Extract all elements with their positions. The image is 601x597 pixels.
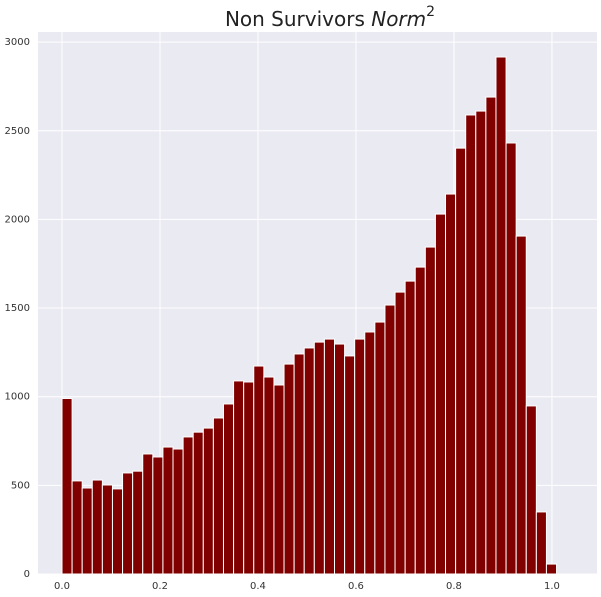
x-tick-label: 0.2 xyxy=(152,581,168,592)
y-tick-label: 1500 xyxy=(5,303,30,314)
y-tick-label: 2500 xyxy=(5,126,30,137)
bar xyxy=(485,96,497,575)
bar xyxy=(404,280,416,575)
x-tick-label: 1.0 xyxy=(544,581,560,592)
bar xyxy=(354,338,366,575)
y-tick-label: 500 xyxy=(11,480,30,491)
bar xyxy=(374,321,386,575)
bar xyxy=(445,193,457,575)
bar xyxy=(273,384,285,575)
bar xyxy=(394,291,406,575)
bars xyxy=(61,56,558,575)
bar xyxy=(465,114,477,575)
bar xyxy=(434,213,447,575)
bar xyxy=(455,147,467,575)
bar xyxy=(152,456,164,575)
bar xyxy=(323,338,336,575)
x-tick-label: 0.4 xyxy=(250,581,266,592)
bar xyxy=(303,347,315,575)
y-tick-label: 0 xyxy=(24,569,30,580)
bar xyxy=(535,511,547,575)
bar xyxy=(122,472,134,575)
bar xyxy=(172,448,184,575)
bar xyxy=(243,381,255,575)
bar xyxy=(71,480,83,575)
bar xyxy=(475,110,487,575)
bar xyxy=(505,142,517,575)
bar xyxy=(384,304,396,575)
bar xyxy=(162,446,174,575)
bar xyxy=(334,343,346,575)
bar xyxy=(293,353,305,575)
chart-title: Non Survivors Norm2 xyxy=(225,4,435,31)
y-tick-label: 3000 xyxy=(5,37,30,48)
x-tick-label: 0.0 xyxy=(54,581,70,592)
y-tick-label: 2000 xyxy=(5,214,30,225)
title-math: Norm xyxy=(371,7,426,31)
bar xyxy=(202,427,214,575)
bar xyxy=(263,376,275,575)
title-text: Non Survivors xyxy=(225,7,365,31)
bar xyxy=(495,56,507,575)
bar xyxy=(545,563,558,575)
bar xyxy=(212,417,224,575)
bar xyxy=(142,453,154,575)
bar xyxy=(91,479,103,575)
bar xyxy=(182,436,194,575)
bar xyxy=(525,405,537,575)
bar xyxy=(81,487,93,575)
bar xyxy=(253,365,265,575)
bar xyxy=(283,363,295,575)
bar xyxy=(222,403,235,575)
bar xyxy=(233,380,245,575)
x-tick-label: 0.6 xyxy=(348,581,364,592)
bar xyxy=(132,470,144,575)
bar xyxy=(424,246,436,575)
bar xyxy=(111,488,124,575)
bar xyxy=(313,341,325,575)
bar xyxy=(364,331,376,575)
y-tick-label: 1000 xyxy=(5,392,30,403)
bar xyxy=(61,397,73,575)
bar xyxy=(101,484,113,575)
x-tick-label: 0.8 xyxy=(446,581,462,592)
bar xyxy=(414,266,426,575)
bar xyxy=(192,431,204,575)
title-superscript: 2 xyxy=(426,4,435,20)
bar xyxy=(344,355,356,575)
bar xyxy=(515,235,527,575)
